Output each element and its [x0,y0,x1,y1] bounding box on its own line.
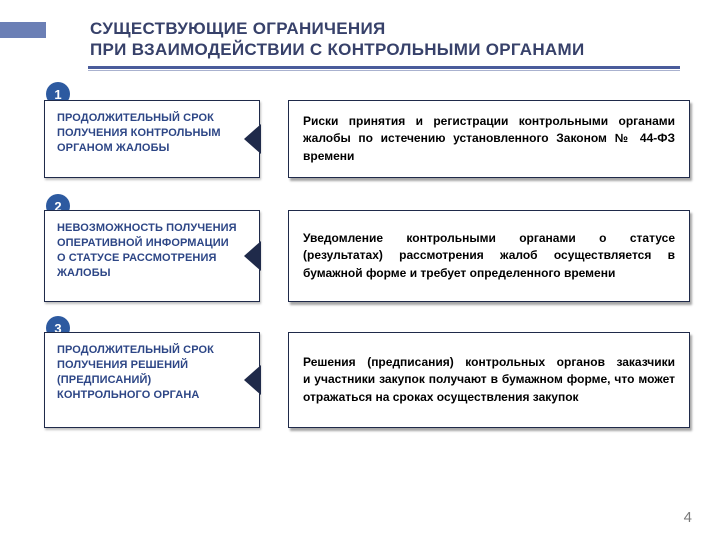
arrow-notch-icon [244,366,260,394]
title-underline-thin [88,70,680,71]
row-2-left-box: НЕВОЗМОЖНОСТЬ ПОЛУЧЕНИЯ ОПЕРАТИВНОЙ ИНФО… [44,210,260,302]
title-line-1: СУЩЕСТВУЮЩИЕ ОГРАНИЧЕНИЯ [90,18,680,39]
arrow-notch-icon [244,242,260,270]
row-2-right-box: Уведомление контрольными органами о стат… [288,210,690,302]
row-3-left-text: ПРОДОЛЖИТЕЛЬНЫЙ СРОК ПОЛУЧЕНИЯ РЕШЕНИЙ (… [57,343,241,402]
arrow-notch-icon [244,125,260,153]
row-1-left-box: ПРОДОЛЖИТЕЛЬНЫЙ СРОК ПОЛУЧЕНИЯ КОНТРОЛЬН… [44,100,260,178]
row-3-right-box: Решения (предписания) контрольных органо… [288,332,690,428]
title-line-2: ПРИ ВЗАИМОДЕЙСТВИИ С КОНТРОЛЬНЫМИ ОРГАНА… [90,39,680,60]
header-accent-bar [0,22,46,38]
row-3-right-text: Решения (предписания) контрольных органо… [303,354,675,406]
row-3: ПРОДОЛЖИТЕЛЬНЫЙ СРОК ПОЛУЧЕНИЯ РЕШЕНИЙ (… [44,332,690,428]
page-number: 4 [684,509,692,526]
slide-title: СУЩЕСТВУЮЩИЕ ОГРАНИЧЕНИЯ ПРИ ВЗАИМОДЕЙСТ… [90,18,680,61]
row-2: НЕВОЗМОЖНОСТЬ ПОЛУЧЕНИЯ ОПЕРАТИВНОЙ ИНФО… [44,210,690,302]
title-underline [88,66,680,69]
row-1-left-text: ПРОДОЛЖИТЕЛЬНЫЙ СРОК ПОЛУЧЕНИЯ КОНТРОЛЬН… [57,111,241,156]
row-2-right-text: Уведомление контрольными органами о стат… [303,230,675,282]
row-3-left-box: ПРОДОЛЖИТЕЛЬНЫЙ СРОК ПОЛУЧЕНИЯ РЕШЕНИЙ (… [44,332,260,428]
row-2-left-text: НЕВОЗМОЖНОСТЬ ПОЛУЧЕНИЯ ОПЕРАТИВНОЙ ИНФО… [57,221,241,280]
row-1: ПРОДОЛЖИТЕЛЬНЫЙ СРОК ПОЛУЧЕНИЯ КОНТРОЛЬН… [44,100,690,178]
row-1-right-box: Риски принятия и регистрации контрольным… [288,100,690,178]
row-1-right-text: Риски принятия и регистрации контрольным… [303,113,675,165]
